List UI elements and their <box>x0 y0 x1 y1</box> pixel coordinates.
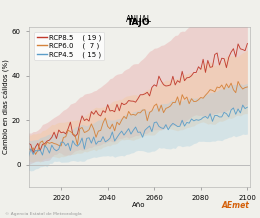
Title: TAJO: TAJO <box>127 18 151 27</box>
Text: © Agencia Estatal de Meteorología: © Agencia Estatal de Meteorología <box>5 212 82 216</box>
X-axis label: Año: Año <box>132 202 146 208</box>
Text: AEmet: AEmet <box>222 201 250 210</box>
Text: ANUAL: ANUAL <box>126 15 152 24</box>
Legend: RCP8.5    ( 19 ), RCP6.0    (  7 ), RCP4.5    ( 15 ): RCP8.5 ( 19 ), RCP6.0 ( 7 ), RCP4.5 ( 15… <box>34 32 104 60</box>
Y-axis label: Cambio en dias cálidos (%): Cambio en dias cálidos (%) <box>3 60 10 154</box>
